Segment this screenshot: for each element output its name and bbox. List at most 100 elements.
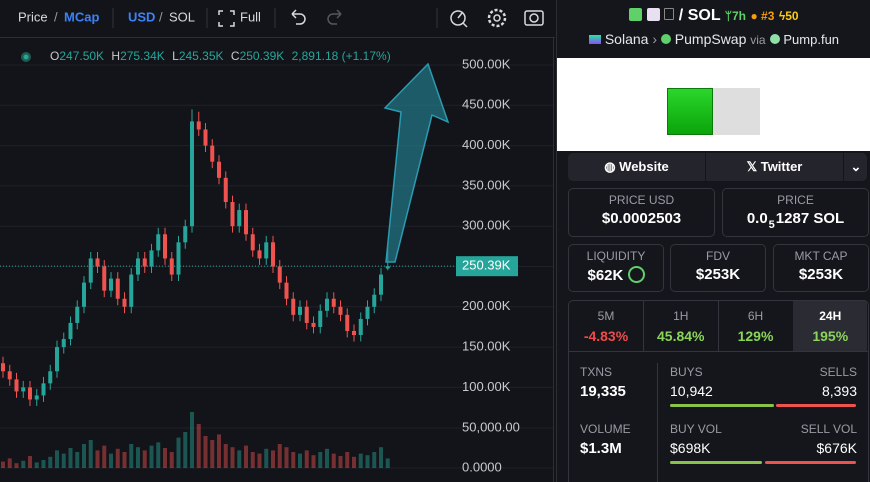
token-symbol: SOL [687, 7, 721, 24]
buy-vol-bar [670, 461, 762, 464]
candle-body [331, 298, 336, 307]
y-tick-label: 200.00K [462, 298, 511, 313]
timeframe-tab[interactable]: 1H 45.84% [644, 301, 719, 351]
candle-body [149, 250, 154, 267]
candle-body [372, 294, 377, 307]
mcap-toggle[interactable]: MCap [64, 9, 99, 24]
volume-bar [55, 450, 59, 468]
twitter-button[interactable]: 𝕏 Twitter [706, 153, 844, 181]
volume-bar [48, 456, 53, 468]
more-links[interactable]: ⌄ [850, 159, 862, 174]
chart-bg [0, 0, 555, 482]
website-label: Website [619, 159, 669, 174]
timeframe-label: 1H [673, 309, 689, 323]
candle-body [190, 121, 194, 227]
screenshot-icon[interactable] [524, 10, 544, 26]
timeframe-change: -4.83% [583, 328, 629, 344]
volume-bar [237, 450, 242, 468]
candle-body [68, 322, 73, 340]
label: MKT CAP [794, 249, 848, 263]
label: TXNS [580, 365, 613, 379]
legend-value: 245.35K [179, 49, 224, 63]
usd-toggle[interactable]: USD [128, 9, 155, 24]
candle-body [264, 242, 269, 259]
y-tick-label: 500.00K [462, 56, 511, 71]
website-button[interactable]: ◍ Website [568, 153, 706, 181]
last-price-label: 250.39K [462, 258, 511, 273]
volume-bar [88, 440, 93, 468]
indicator-icon[interactable] [450, 10, 466, 26]
candle-body [271, 242, 275, 267]
candle-body [122, 298, 127, 307]
image-green-square [667, 88, 713, 135]
boost-text: 50 [785, 9, 799, 23]
volume-bar [372, 452, 377, 468]
candle-body [142, 258, 147, 267]
undo-icon[interactable] [291, 9, 306, 25]
volume-bar [345, 452, 350, 468]
timeframe-tab[interactable]: 6H 129% [719, 301, 794, 351]
label: SELL VOL [800, 422, 857, 436]
chevron: › [652, 31, 657, 47]
volume-bar [257, 453, 262, 468]
candle-body [82, 282, 86, 307]
candle-body [379, 274, 383, 295]
drawn-arrow [383, 62, 450, 263]
volume-bar [102, 445, 107, 468]
candle-body [352, 330, 356, 336]
volume-bar [304, 450, 309, 468]
volume-bar [217, 434, 221, 468]
price-zeros: 5 [768, 219, 775, 231]
candle-body [304, 306, 309, 323]
volume-bar [358, 453, 363, 468]
candle-body [1, 363, 5, 372]
timeframe-change: 195% [812, 328, 849, 344]
timeframe-tab[interactable]: 24H 195% [793, 301, 868, 351]
timeframes: 5M -4.83% 1H 45.84% 6H 129% 24H 195% [569, 301, 868, 352]
value: 10,942 [670, 383, 713, 399]
screenshot-lens [529, 13, 539, 23]
candle-body [237, 210, 242, 227]
volume-bar [136, 447, 140, 468]
fullscreen-icon[interactable] [218, 10, 235, 27]
candle-body [385, 266, 390, 269]
launchpad-icon [769, 34, 780, 44]
full-button[interactable]: Full [240, 9, 261, 24]
redo-icon[interactable] [327, 9, 342, 25]
legend-change: 2,891.18 (+1.17%) [292, 49, 391, 63]
volume-bar [379, 447, 383, 468]
volume-bar [142, 450, 147, 468]
label: BUYS [670, 365, 703, 379]
volume-bar [169, 452, 174, 468]
age-text: 7h [731, 9, 746, 23]
candle-body [210, 145, 215, 162]
copy-icon[interactable] [664, 8, 675, 20]
volume-bar [129, 444, 134, 468]
value: 19,335 [580, 383, 626, 400]
launchpad[interactable]: Pump.fun [783, 32, 840, 47]
sol-toggle[interactable]: SOL [169, 9, 195, 24]
volume-bar [271, 450, 275, 468]
settings-icon[interactable] [487, 8, 507, 28]
candle-body [48, 371, 53, 384]
label: VOLUME [580, 422, 631, 436]
legend-label: O [50, 49, 59, 63]
volume-bar [196, 424, 201, 468]
candle-body [14, 379, 19, 392]
timeframe-tab[interactable]: 5M -4.83% [569, 301, 644, 351]
dex[interactable]: PumpSwap [674, 31, 747, 47]
liquidity-card: LIQUIDITY $62K [568, 244, 664, 292]
chain[interactable]: Solana [604, 31, 649, 47]
candle-body [223, 177, 228, 203]
boosts: ϟ50 [778, 9, 799, 23]
value: $253K [798, 266, 844, 283]
label: FDV [706, 249, 730, 263]
candle-body [21, 387, 26, 392]
volume-bar [115, 448, 120, 468]
candle-body [88, 258, 93, 283]
volume-bar [210, 440, 215, 468]
label: BUY VOL [670, 422, 722, 436]
price-toggle[interactable]: Price [18, 9, 48, 24]
divider [657, 363, 658, 482]
